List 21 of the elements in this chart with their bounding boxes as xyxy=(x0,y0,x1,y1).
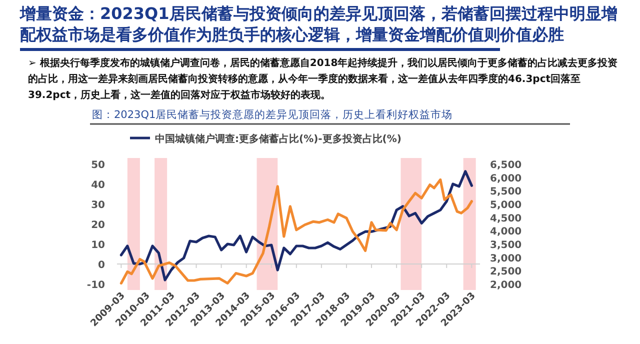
chart-subtitle: ➢ 根据央行每季度发布的城镇储户调查问卷，居民的储蓄意愿自2018年起持续提升，我们以居民倾向于更多储蓄的占比减去更多投资的占比，用这一差异来刻画居民储蓄向投资转移的意愿，从今年一季度的数据来看，这一差值从去年四季度的46.3pct回落至39.2pct，历史上看，这一差值的回落对应于权益市场较好的表现。 xyxy=(28,56,619,103)
y-tick-label: -10 xyxy=(86,280,106,291)
y-tick-label: 40 xyxy=(91,180,106,191)
y2-tick-label: 4,500 xyxy=(490,213,522,224)
y-tick-label: 50 xyxy=(91,160,106,171)
y-tick-label: 0 xyxy=(98,260,106,271)
y2-tick-label: 5,000 xyxy=(490,200,522,211)
y2-tick-label: 6,000 xyxy=(490,173,522,184)
y-tick-label: 30 xyxy=(91,200,106,211)
y2-tick-label: 2,000 xyxy=(490,280,522,291)
legend-label: 中国城镇储户调查:更多储蓄占比(%)-更多投资占比(%) xyxy=(155,133,402,145)
y2-tick-label: 5,500 xyxy=(490,186,522,198)
chart-title: 增量资金：2023Q1居民储蓄与投资倾向的差异见顶回落，若储蓄回摆过程中明显增配权益市场是看多价值作为胜负手的核心逻辑，增量资金增配价值则价值必胜 xyxy=(20,3,618,45)
y-tick-label: 10 xyxy=(91,240,106,251)
y2-tick-label: 6,500 xyxy=(490,160,522,171)
y2-tick-label: 4,000 xyxy=(490,226,522,238)
y2-tick-label: 3,000 xyxy=(490,253,522,264)
y-tick-label: 20 xyxy=(91,220,106,231)
text: 图：2023Q1居民储蓄与投资意愿的差异见顶回落，历史上看利好权益市场 xyxy=(92,108,453,122)
y2-tick-label: 2,500 xyxy=(490,266,522,278)
y2-tick-label: 3,500 xyxy=(490,240,522,251)
